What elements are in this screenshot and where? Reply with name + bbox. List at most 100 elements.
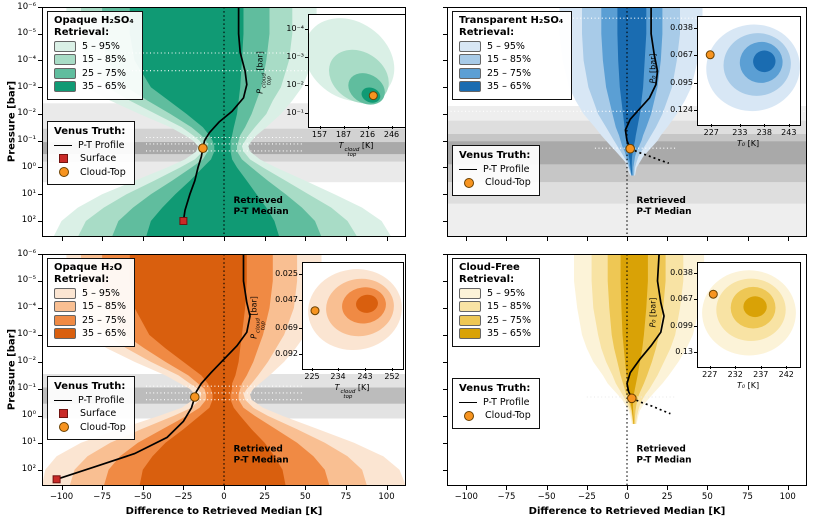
- y-tick-label: 10¹: [21, 188, 36, 199]
- venus-truth-entry: Surface: [54, 408, 126, 419]
- venus-truth-entry: P-T Profile: [54, 140, 126, 151]
- x-tick-label: 25: [259, 492, 271, 502]
- venus-truth-legend: Venus Truth: P-T Profile Surface Cloud-Top: [47, 121, 135, 185]
- venus-truth-heading: Venus Truth:: [459, 150, 531, 161]
- inset-tick: [711, 124, 713, 127]
- axis-tick: [102, 237, 104, 241]
- inset-tick: [299, 354, 302, 356]
- pt-profile-legend-line: [54, 399, 72, 401]
- axis-tick: [787, 237, 789, 241]
- inset-y-tick-label: 10⁻³: [286, 51, 304, 61]
- math-symbol: T₀: [736, 381, 746, 390]
- credible-band-swatch: [54, 67, 76, 79]
- inset-tick: [735, 366, 737, 369]
- venus-truth-entry-label: P-T Profile: [78, 394, 125, 406]
- credible-band-swatch: [459, 328, 481, 339]
- median-annotation: P-T Median: [636, 456, 691, 466]
- axis-tick: [61, 486, 63, 490]
- panel-opaque-h2so4: Retrieved P-T Median Opaque H₂SO₄ Retrieval…: [42, 7, 406, 237]
- credible-band-swatch: [459, 81, 481, 92]
- credible-band-swatch: [54, 287, 76, 299]
- cloud-top-marker: [625, 143, 635, 154]
- legend-entry-label: 25 – 75%: [82, 67, 126, 79]
- legend-entry: 25 – 75%: [54, 67, 134, 79]
- axis-tick: [667, 237, 669, 241]
- inset-y-tick-label: 0.099: [670, 321, 693, 331]
- pt-profile-legend-line: [459, 401, 477, 403]
- y-tick-label: 10⁻⁶: [17, 248, 36, 259]
- inset-y-tick-label: 10⁻¹: [286, 107, 304, 117]
- legend-entry: 5 – 95%: [459, 40, 563, 52]
- axis-tick: [443, 442, 447, 444]
- cloud-top-marker: [627, 393, 637, 404]
- axis-tick: [546, 237, 548, 241]
- math-symbol: T: [338, 141, 344, 150]
- axis-tick: [38, 334, 42, 336]
- y-tick-label: 10⁰: [21, 410, 36, 421]
- inset-x-tick-label: 225: [304, 372, 320, 381]
- legend-entry-label: 25 – 75%: [487, 314, 531, 326]
- inset-tick: [319, 126, 321, 129]
- axis-tick: [443, 334, 447, 336]
- credible-band: [617, 7, 647, 176]
- inset-x-tick-label: 252: [384, 372, 400, 381]
- inset-y-tick-label: 0.067: [670, 49, 693, 59]
- x-tick-label: 50: [299, 492, 311, 502]
- inset-x-axis-label: T₀ [K]: [736, 139, 760, 148]
- panel-opaque-h2o: Retrieved P-T Median Opaque H₂O Retrieval: 5…: [42, 254, 406, 486]
- legend-entry: 35 – 65%: [459, 81, 563, 92]
- inset-y-tick-label: 10⁻⁴: [286, 23, 304, 33]
- pt-profile-extrapolation: [631, 397, 671, 415]
- sup-sub-stack: cloud top: [344, 147, 360, 158]
- inset-y-tick-label: 0.092: [275, 349, 298, 359]
- inset-tick: [694, 27, 697, 29]
- axis-tick: [443, 415, 447, 417]
- inset-tick: [709, 366, 711, 369]
- axis-tick: [443, 361, 447, 363]
- math-symbol: P₀: [648, 319, 658, 328]
- venus-truth-entry: P-T Profile: [459, 164, 531, 175]
- inset-tick: [786, 366, 788, 369]
- axis-tick: [38, 361, 42, 363]
- axis-tick: [38, 220, 42, 222]
- y-tick-label: 10⁻³: [17, 329, 36, 340]
- inset-x-tick-label: 238: [756, 128, 772, 137]
- axis-tick: [443, 194, 447, 196]
- axis-tick: [102, 486, 104, 490]
- axis-tick: [586, 237, 588, 241]
- axis-tick: [38, 280, 42, 282]
- x-tick-label: 100: [779, 492, 796, 502]
- axis-tick: [443, 113, 447, 115]
- legend-entry: 35 – 65%: [54, 328, 126, 339]
- axes-frame: [447, 7, 807, 237]
- axis-tick: [38, 415, 42, 417]
- math-symbol: P₀: [648, 75, 658, 84]
- legend-entry-label: 15 – 85%: [487, 301, 531, 312]
- inset-x-tick-label: 232: [727, 370, 743, 379]
- axis-tick: [627, 237, 628, 241]
- x-tick-label: −75: [93, 492, 112, 502]
- axis-tick: [38, 140, 42, 142]
- venus-truth-entry: Cloud-Top: [459, 177, 531, 188]
- y-tick-label: 10⁻⁴: [17, 54, 36, 65]
- x-tick-label: 75: [340, 492, 352, 502]
- axis-tick: [443, 254, 447, 255]
- axis-tick: [183, 237, 185, 241]
- pt-profile-line: [624, 7, 659, 150]
- panel-title: Opaque H₂O: [54, 262, 123, 273]
- y-tick-label: 10⁻³: [17, 81, 36, 92]
- inset-credible-blob: [753, 50, 776, 73]
- venus-truth-entry-label: Cloud-Top: [80, 421, 126, 433]
- y-tick-label: 10⁻⁶: [17, 1, 36, 12]
- credible-band-swatch: [459, 54, 481, 65]
- inset-y-tick-label: 0.038: [670, 22, 693, 32]
- inset-tick: [343, 126, 345, 129]
- inset-truth-marker: [310, 306, 320, 316]
- legend-entry-label: 5 – 95%: [487, 40, 525, 52]
- median-annotation: P-T Median: [636, 207, 691, 217]
- axis-tick: [38, 113, 42, 115]
- legend-entry: 15 – 85%: [459, 54, 563, 65]
- median-annotation: Retrieved: [234, 445, 283, 455]
